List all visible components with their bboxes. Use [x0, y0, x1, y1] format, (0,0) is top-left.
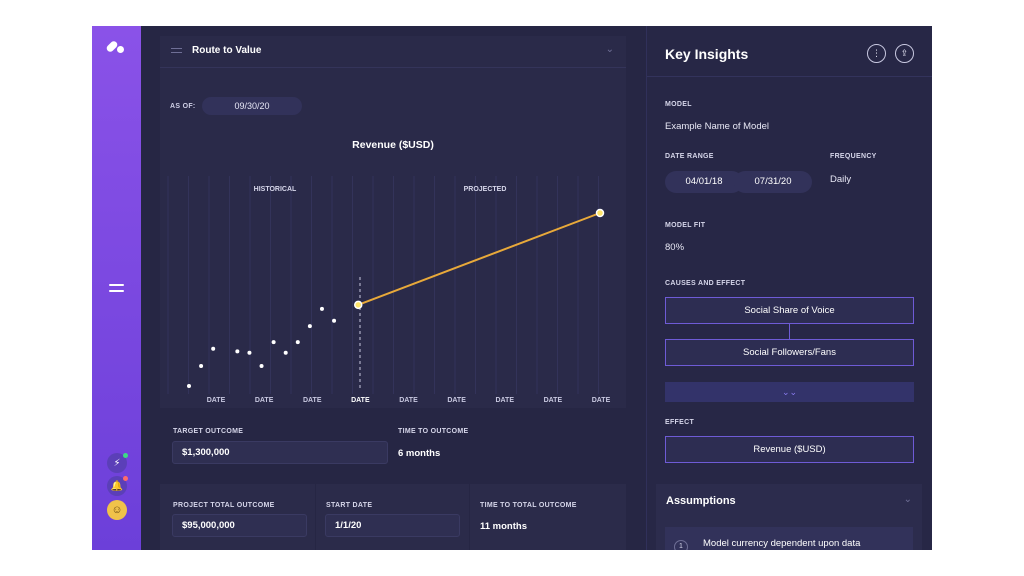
outcome-card: TARGET OUTCOME $1,300,000 TIME TO OUTCOM…: [160, 411, 626, 481]
chevron-down-icon[interactable]: ⌄: [903, 494, 912, 505]
x-tick-label: DATE: [399, 397, 418, 404]
target-outcome-label: TARGET OUTCOME: [173, 428, 244, 435]
share-icon[interactable]: ⇪: [895, 44, 914, 63]
lightning-icon[interactable]: ⚡: [107, 453, 128, 473]
target-outcome-input[interactable]: $1,300,000: [172, 441, 388, 464]
route-to-value-card: Route to Value ⌄ AS OF: 09/30/20 Revenue…: [160, 36, 626, 408]
x-tick-label: DATE: [255, 397, 274, 404]
effect-label: EFFECT: [665, 419, 695, 426]
assumption-number: 1: [674, 540, 688, 550]
logo-icon[interactable]: [105, 39, 126, 56]
historical-point: [235, 349, 240, 354]
card-title: Route to Value: [192, 45, 262, 56]
x-tick-label: DATE: [447, 397, 466, 404]
sidebar: ⚡ 🔔 ☺: [92, 26, 141, 550]
x-tick-label: DATE: [592, 397, 611, 404]
info-icon[interactable]: ⋮: [867, 44, 886, 63]
historical-point: [187, 384, 191, 388]
date-range-start[interactable]: 04/01/18: [665, 171, 743, 193]
causes-label: CAUSES AND EFFECT: [665, 280, 746, 287]
assumption-item: 1 Model currency dependent upon data: [665, 527, 913, 550]
x-tick-label: DATE: [303, 397, 322, 404]
revenue-chart: HISTORICAL PROJECTED DATE DATE DATE DATE DAT…: [167, 176, 611, 404]
frequency-label: FREQUENCY: [830, 153, 877, 160]
x-tick-label: DATE: [207, 397, 226, 404]
historical-point: [307, 324, 312, 329]
cause-item[interactable]: Social Followers/Fans: [665, 339, 914, 366]
start-date-input[interactable]: 1/1/20: [325, 514, 460, 537]
model-fit-label: MODEL FIT: [665, 222, 706, 229]
x-tick-label: DATE: [544, 397, 563, 404]
project-total-outcome-input[interactable]: $95,000,000: [172, 514, 307, 537]
app-window: ⚡ 🔔 ☺ Route to Value ⌄ AS OF: 09/30/20 R…: [92, 26, 932, 550]
project-total-outcome-label: PROJECT TOTAL OUTCOME: [173, 502, 275, 509]
historical-point: [332, 318, 337, 323]
time-to-outcome-value: 6 months: [398, 448, 441, 459]
historical-point: [295, 340, 300, 345]
region-label-historical: HISTORICAL: [254, 186, 297, 193]
historical-point: [271, 340, 276, 345]
historical-point: [319, 306, 324, 311]
start-date-label: START DATE: [326, 502, 373, 509]
projection-line: [357, 212, 601, 306]
model-label: MODEL: [665, 101, 692, 108]
projection-point: [595, 208, 605, 218]
cause-item[interactable]: Social Share of Voice: [665, 297, 914, 324]
historical-point: [211, 346, 216, 351]
menu-icon[interactable]: [109, 284, 124, 292]
time-to-total-outcome-value: 11 months: [480, 521, 527, 532]
date-range-label: DATE RANGE: [665, 153, 714, 160]
bell-icon[interactable]: 🔔: [107, 476, 128, 496]
model-fit-value: 80%: [665, 242, 685, 253]
date-range-end[interactable]: 07/31/20: [734, 171, 812, 193]
as-of-label: AS OF:: [170, 103, 196, 110]
insights-title: Key Insights: [665, 46, 749, 62]
effect-item[interactable]: Revenue ($USD): [665, 436, 914, 463]
chevron-down-icon[interactable]: ⌄: [605, 44, 614, 55]
historical-point: [283, 350, 288, 355]
chart-grid: [167, 176, 599, 394]
expand-causes-button[interactable]: ⌄⌄: [665, 382, 914, 402]
main-content: Route to Value ⌄ AS OF: 09/30/20 Revenue…: [141, 26, 646, 550]
total-outcome-card: PROJECT TOTAL OUTCOME $95,000,000 START …: [160, 484, 626, 550]
card-header[interactable]: Route to Value ⌄: [160, 36, 626, 68]
frequency-value: Daily: [830, 174, 852, 185]
chart-title: Revenue ($USD): [352, 139, 434, 151]
x-tick-label: DATE: [351, 397, 370, 404]
key-insights-panel: Key Insights ⋮ ⇪ MODEL Example Name of M…: [646, 26, 932, 550]
region-label-projected: PROJECTED: [464, 186, 507, 193]
assumptions-title: Assumptions: [666, 495, 736, 507]
historical-point: [247, 350, 252, 355]
assumptions-card: Assumptions ⌄ 1 Model currency dependent…: [656, 484, 922, 550]
avatar[interactable]: ☺: [107, 500, 127, 520]
model-value: Example Name of Model: [665, 121, 770, 132]
drag-handle-icon[interactable]: [171, 48, 182, 56]
as-of-date-picker[interactable]: 09/30/20: [202, 97, 302, 115]
time-to-total-outcome-label: TIME TO TOTAL OUTCOME: [480, 502, 577, 509]
historical-point: [259, 364, 264, 369]
historical-point: [199, 364, 204, 369]
x-tick-label: DATE: [495, 397, 514, 404]
projection-point: [353, 300, 363, 310]
assumption-text: Model currency dependent upon data: [703, 538, 861, 549]
time-to-outcome-label: TIME TO OUTCOME: [398, 428, 469, 435]
